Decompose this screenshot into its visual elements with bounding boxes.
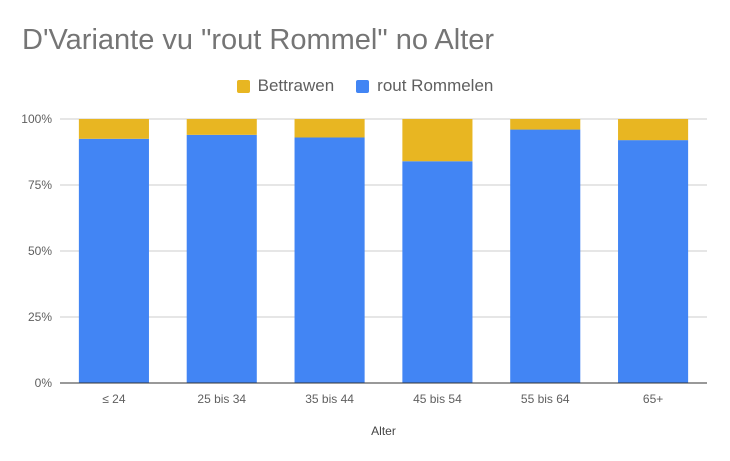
x-tick-label: 65+: [643, 392, 663, 406]
y-tick-label: 50%: [28, 244, 52, 258]
bar-segment: [510, 129, 581, 383]
x-tick-label: 25 bis 34: [197, 392, 246, 406]
x-tick-label: 45 bis 54: [413, 392, 462, 406]
bar-segment: [186, 119, 257, 135]
bar-segment: [402, 119, 473, 162]
bar-segment: [402, 161, 473, 383]
legend-swatch: [236, 79, 250, 93]
bar-segment: [294, 137, 365, 383]
bar-segment: [78, 119, 149, 139]
bar-segment: [618, 119, 689, 141]
x-tick-label: 35 bis 44: [305, 392, 354, 406]
legend-swatch: [356, 79, 370, 93]
legend-item: rout Rommelen: [356, 76, 493, 96]
chart-title: D'Variante vu "rout Rommel" no Alter: [22, 24, 495, 56]
y-tick-label: 25%: [28, 310, 52, 324]
x-tick-label: 55 bis 64: [521, 392, 570, 406]
legend-label: rout Rommelen: [377, 76, 494, 95]
x-axis-title: Alter: [371, 424, 396, 438]
x-tick-label: ≤ 24: [102, 392, 126, 406]
y-tick-label: 100%: [21, 112, 52, 126]
bar-segment: [618, 140, 689, 383]
legend-item: Bettrawen: [236, 76, 335, 96]
y-tick-label: 0%: [35, 376, 53, 390]
legend-label: Bettrawen: [257, 76, 335, 95]
legend: Bettrawen rout Rommelen: [0, 76, 730, 96]
bar-segment: [186, 134, 257, 383]
bar-segment: [78, 138, 149, 383]
y-tick-label: 75%: [28, 178, 52, 192]
bar-segment: [510, 119, 581, 130]
bar-segment: [294, 119, 365, 138]
